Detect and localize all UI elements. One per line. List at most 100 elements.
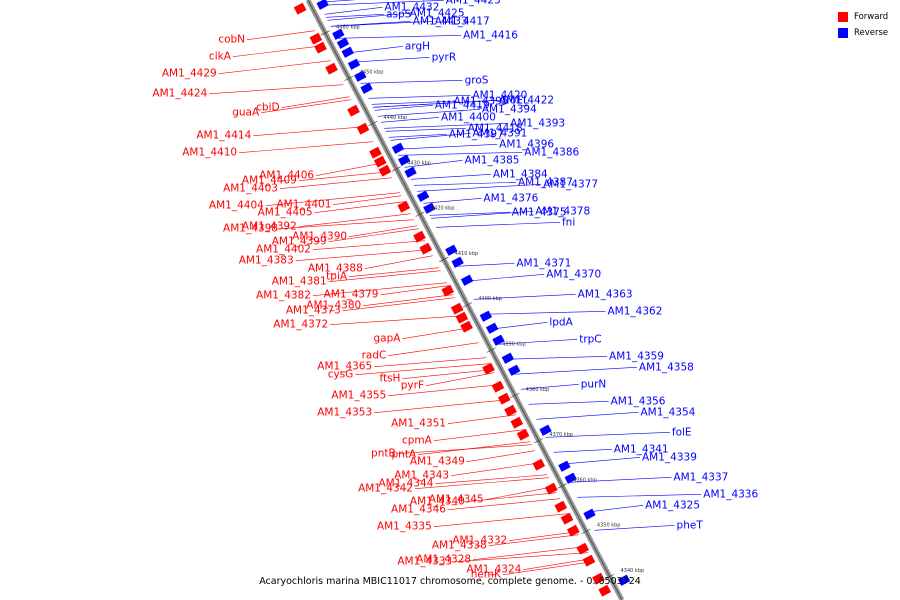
- reverse-gene-label: AM1_4358: [639, 361, 694, 373]
- reverse-gene-label: AM1_4375: [512, 206, 567, 218]
- tick-label: 4460 kbp: [336, 24, 360, 30]
- reverse-gene-label: AM1_4356: [611, 395, 666, 407]
- reverse-gene-label: AM1_4394: [482, 103, 537, 115]
- reverse-gene: [479, 310, 493, 322]
- forward-leader: [281, 96, 350, 109]
- forward-gene: [356, 122, 370, 135]
- forward-gene: [576, 542, 590, 555]
- reverse-gene-label: AM1_4400: [441, 111, 496, 123]
- forward-gene-label: pntA: [392, 449, 417, 461]
- forward-gene-label: cpmA: [402, 435, 433, 447]
- forward-leader: [374, 357, 487, 368]
- forward-gene-label: AM1_4342: [358, 483, 413, 495]
- forward-gene: [504, 404, 517, 417]
- forward-gene-label: AM1_4404: [209, 200, 264, 212]
- forward-leader: [209, 84, 344, 95]
- reverse-gene-label: AM1_4362: [608, 305, 663, 317]
- forward-leader: [485, 486, 554, 501]
- reverse-leader: [423, 197, 482, 204]
- reverse-gene-label: AM1_4416: [463, 29, 518, 41]
- reverse-gene-label: AM1_4425: [410, 7, 465, 19]
- forward-gene: [378, 164, 392, 177]
- reverse-gene: [391, 142, 405, 154]
- reverse-gene: [336, 37, 350, 49]
- tick-mark: [391, 166, 401, 172]
- tick-mark: [415, 211, 425, 217]
- forward-gene-label: AM1_4328: [416, 554, 471, 566]
- reverse-gene: [398, 154, 411, 166]
- forward-gene-label: AM1_4398: [223, 223, 278, 235]
- forward-leader: [397, 444, 532, 455]
- forward-gene: [545, 482, 558, 495]
- forward-gene: [567, 524, 580, 537]
- forward-gene: [314, 41, 327, 54]
- forward-leader: [523, 558, 592, 571]
- forward-gene-label: gapA: [374, 333, 402, 345]
- forward-gene: [441, 284, 455, 297]
- reverse-swatch: [838, 28, 848, 38]
- reverse-gene-label: fni: [562, 216, 575, 228]
- forward-gene: [369, 146, 382, 159]
- reverse-leader: [330, 20, 433, 27]
- forward-gene-label: AM1_4346: [391, 504, 446, 516]
- reverse-gene: [617, 574, 631, 586]
- reverse-leader: [417, 183, 542, 192]
- forward-gene-label: AM1_4383: [239, 255, 294, 267]
- forward-leader: [447, 414, 517, 425]
- reverse-leader: [410, 173, 491, 180]
- forward-leader: [330, 315, 465, 326]
- reverse-leader: [512, 366, 637, 375]
- tick-label: 4380 kbp: [526, 387, 550, 393]
- reverse-leader: [594, 524, 675, 531]
- reverse-leader: [388, 133, 447, 138]
- reverse-leader: [464, 273, 545, 282]
- reverse-gene-label: AM1_4336: [703, 488, 758, 500]
- forward-leader: [349, 267, 440, 278]
- reverse-gene: [451, 256, 464, 268]
- reverse-leader: [381, 116, 440, 123]
- reverse-gene: [486, 322, 499, 334]
- reverse-leader: [413, 181, 517, 186]
- forward-leader: [261, 99, 352, 114]
- tick-label: 4450 kbp: [360, 70, 384, 76]
- reverse-gene-label: AM1_4391: [472, 127, 527, 139]
- reverse-leader: [349, 56, 430, 63]
- forward-gene-label: AM1_4349: [410, 456, 465, 468]
- reverse-leader: [344, 45, 403, 54]
- forward-leader: [466, 492, 557, 503]
- forward-gene-label: AM1_4355: [331, 390, 386, 402]
- forward-gene-label: AM1_4345: [429, 494, 484, 506]
- reverse-gene-label: AM1_4393: [510, 117, 565, 129]
- forward-gene-label: AM1_4335: [377, 521, 432, 533]
- forward-gene-label: AM1_4333: [397, 556, 452, 568]
- forward-leader: [298, 171, 389, 182]
- forward-gene-label: AM1_4340: [410, 496, 465, 508]
- forward-swatch: [838, 12, 848, 22]
- forward-gene-label: pyrF: [401, 380, 424, 392]
- forward-gene: [482, 362, 495, 375]
- tick-mark: [605, 574, 615, 580]
- forward-gene-label: AM1_4332: [452, 535, 507, 547]
- reverse-leader: [553, 448, 612, 453]
- forward-leader: [342, 297, 455, 312]
- legend-forward: Forward: [838, 9, 888, 25]
- reverse-leader: [368, 94, 471, 99]
- forward-gene-label: AM1_4403: [223, 183, 278, 195]
- tick-mark: [534, 438, 544, 444]
- tick-label: 4390 kbp: [502, 341, 526, 347]
- reverse-leader: [473, 293, 576, 300]
- forward-leader: [488, 534, 579, 547]
- forward-gene-label: AM1_4388: [308, 263, 363, 275]
- forward-gene-label: AM1_4351: [391, 418, 446, 430]
- forward-leader: [364, 255, 433, 270]
- reverse-gene-label: AM1_4417: [435, 15, 490, 27]
- reverse-leader: [390, 132, 471, 141]
- forward-gene: [413, 230, 426, 243]
- forward-leader: [279, 177, 393, 190]
- tick-mark: [486, 347, 496, 353]
- forward-gene: [554, 500, 568, 513]
- forward-leader: [328, 270, 441, 283]
- forward-gene-label: AM1_4381: [272, 276, 327, 288]
- forward-gene-label: AM1_4390: [292, 231, 347, 243]
